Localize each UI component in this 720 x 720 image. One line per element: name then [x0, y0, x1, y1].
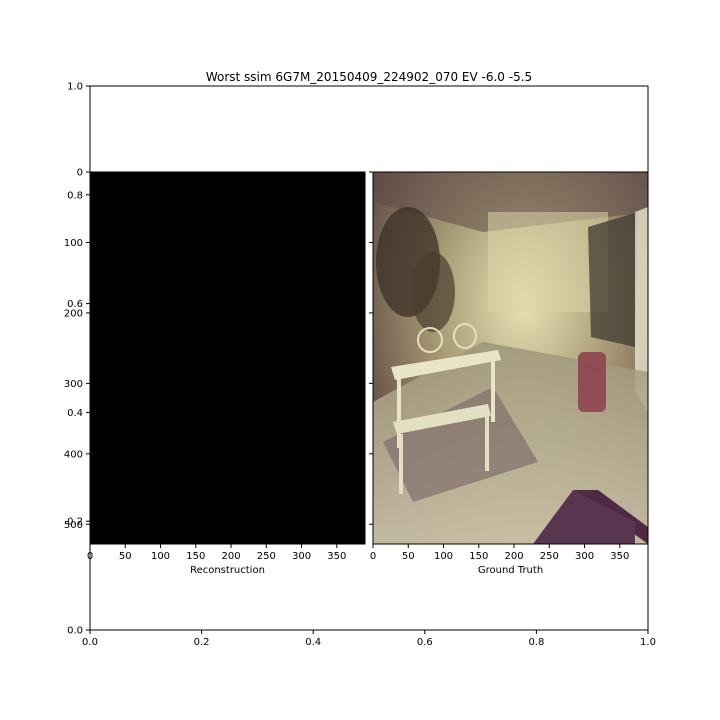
- reconstruction-y-axis: 0 100 200 300 400 500: [64, 168, 90, 531]
- image-ytick-label: 400: [64, 449, 83, 460]
- ground-truth-panel: 0 50 100 150 200 250 300 350 Ground Truth: [369, 171, 649, 576]
- reconstruction-xlabel: Reconstruction: [190, 565, 265, 576]
- ground-truth-frame: [372, 171, 649, 545]
- image-xtick-label: 200: [221, 551, 240, 562]
- outer-y-axis: 0.0 0.2 0.4 0.6 0.8 1.0: [67, 82, 90, 637]
- image-ytick-label: 200: [64, 308, 83, 319]
- outer-xtick-label: 0.8: [528, 637, 544, 648]
- image-xtick-label: 300: [292, 551, 311, 562]
- image-xtick-label: 0: [87, 551, 93, 562]
- image-ytick-label: 300: [64, 379, 83, 390]
- ground-truth-xlabel: Ground Truth: [478, 565, 543, 576]
- image-xtick-label: 200: [504, 551, 523, 562]
- outer-xtick-label: 1.0: [640, 637, 656, 648]
- image-xtick-label: 100: [434, 551, 453, 562]
- image-xtick-label: 0: [370, 551, 376, 562]
- ground-truth-x-axis: 0 50 100 150 200 250 300 350: [370, 544, 629, 562]
- ground-truth-image: [373, 172, 648, 544]
- image-xtick-label: 50: [402, 551, 415, 562]
- image-xtick-label: 300: [575, 551, 594, 562]
- outer-xtick-label: 0.6: [417, 637, 433, 648]
- image-xtick-label: 50: [119, 551, 132, 562]
- reconstruction-image: [90, 172, 365, 544]
- image-xtick-label: 150: [186, 551, 205, 562]
- outer-ytick-label: 0.4: [67, 408, 83, 419]
- chart-title: Worst ssim 6G7M_20150409_224902_070 EV -…: [206, 70, 532, 84]
- outer-xtick-label: 0.0: [82, 637, 98, 648]
- outer-ytick-label: 0.0: [67, 626, 83, 637]
- image-ytick-label: 100: [64, 238, 83, 249]
- outer-ytick-label: 0.2: [67, 517, 83, 528]
- outer-ytick-label: 0.8: [67, 190, 83, 201]
- image-ytick-label: 500: [64, 520, 83, 531]
- image-xtick-label: 100: [151, 551, 170, 562]
- image-xtick-label: 250: [257, 551, 276, 562]
- image-xtick-label: 150: [469, 551, 488, 562]
- reconstruction-frame: [89, 171, 366, 545]
- outer-ytick-label: 1.0: [67, 82, 83, 93]
- image-xtick-label: 350: [610, 551, 629, 562]
- reconstruction-panel: 0 50 100 150 200 250 300 350 0 100 200 300 400 500 R…: [64, 168, 366, 576]
- image-ytick-label: 0: [77, 168, 83, 179]
- reconstruction-x-axis: 0 50 100 150 200 250 300 350: [87, 544, 346, 562]
- outer-xtick-label: 0.2: [194, 637, 210, 648]
- image-xtick-label: 350: [327, 551, 346, 562]
- outer-xtick-label: 0.4: [305, 637, 321, 648]
- outer-x-axis: 0.0 0.2 0.4 0.6 0.8 1.0: [82, 630, 656, 648]
- image-xtick-label: 250: [540, 551, 559, 562]
- outer-ytick-label: 0.6: [67, 299, 83, 310]
- ground-truth-y-axis: [369, 171, 373, 525]
- outer-axes: Worst ssim 6G7M_20150409_224902_070 EV -…: [67, 70, 656, 648]
